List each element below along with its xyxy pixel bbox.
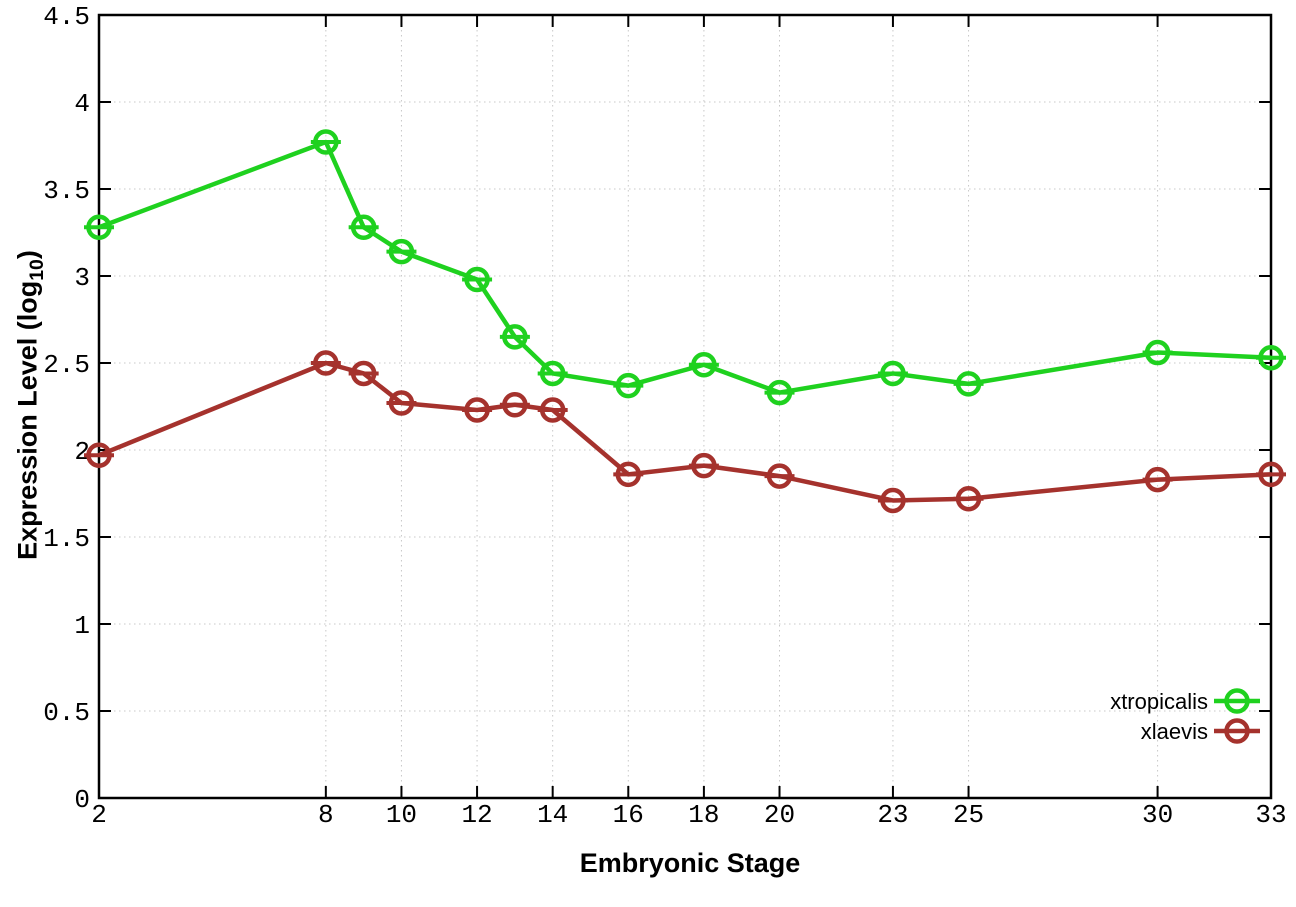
x-tick-label: 25 <box>953 800 984 830</box>
data-point-xlaevis <box>1144 466 1171 493</box>
y-axis-title-text: Expression Level (log <box>12 280 43 560</box>
data-point-xlaevis <box>955 485 982 512</box>
data-point-xtropicalis <box>464 266 490 293</box>
x-tick-label: 12 <box>461 800 492 830</box>
data-point-xlaevis <box>86 442 112 468</box>
data-point-xtropicalis <box>502 324 528 350</box>
data-point-xlaevis <box>350 360 377 387</box>
y-tick-label: 1.5 <box>43 524 90 554</box>
y-axis-title: Expression Level (log10) <box>12 250 48 560</box>
y-tick-label: 3 <box>74 263 90 293</box>
x-tick-label: 16 <box>613 800 644 830</box>
data-point-xtropicalis <box>955 371 982 397</box>
y-tick-label: 2.5 <box>43 350 90 380</box>
data-point-xlaevis <box>766 463 793 489</box>
data-point-xtropicalis <box>880 360 906 387</box>
data-point-xtropicalis <box>388 238 415 265</box>
y-tick-label: 4.5 <box>43 2 90 32</box>
x-tick-label: 14 <box>537 800 568 830</box>
x-tick-label: 2 <box>91 800 107 830</box>
data-point-xlaevis <box>691 452 717 479</box>
y-tick-label: 0.5 <box>43 698 90 728</box>
data-point-xlaevis <box>880 487 906 514</box>
x-axis-title: Embryonic Stage <box>579 848 801 878</box>
legend-sample-marker-xlaevis <box>1224 718 1250 744</box>
data-point-xlaevis <box>502 392 528 418</box>
data-point-xtropicalis <box>766 379 793 406</box>
data-point-xtropicalis <box>1258 345 1284 371</box>
data-point-xtropicalis <box>350 214 377 241</box>
x-tick-label: 30 <box>1142 800 1173 830</box>
x-tick-label: 20 <box>764 800 795 830</box>
legend-label-xtropicalis: xtropicalis <box>1110 689 1208 714</box>
legend-sample-marker-xtropicalis <box>1224 688 1250 714</box>
y-tick-label: 1 <box>74 611 90 641</box>
data-point-xtropicalis <box>539 360 566 387</box>
y-axis-title-subscript: 10 <box>25 259 48 281</box>
x-tick-label: 33 <box>1255 800 1286 830</box>
y-tick-label: 0 <box>74 785 90 815</box>
legend-label-xlaevis: xlaevis <box>1141 719 1208 744</box>
x-tick-label: 8 <box>318 800 334 830</box>
data-point-xtropicalis <box>1144 339 1171 366</box>
y-tick-label: 3.5 <box>43 176 90 206</box>
series-line-xlaevis <box>98 360 1272 503</box>
data-point-xtropicalis <box>313 129 339 155</box>
data-point-xtropicalis <box>691 351 717 378</box>
data-point-xtropicalis <box>86 214 112 241</box>
data-point-xlaevis <box>313 350 339 376</box>
data-point-xlaevis <box>388 390 415 416</box>
x-tick-label: 18 <box>688 800 719 830</box>
data-point-xlaevis <box>615 461 642 488</box>
y-tick-label: 4 <box>74 89 90 119</box>
x-tick-label: 23 <box>877 800 908 830</box>
data-point-xtropicalis <box>615 372 642 399</box>
y-tick-label: 2 <box>74 437 90 467</box>
y-axis-title-close: ) <box>12 250 43 260</box>
series-line-xtropicalis <box>98 139 1272 395</box>
plot-border <box>97 13 1273 800</box>
data-point-xlaevis <box>1258 461 1284 488</box>
x-tick-label: 10 <box>386 800 417 830</box>
data-point-xlaevis <box>464 397 490 423</box>
data-point-xlaevis <box>539 397 566 423</box>
